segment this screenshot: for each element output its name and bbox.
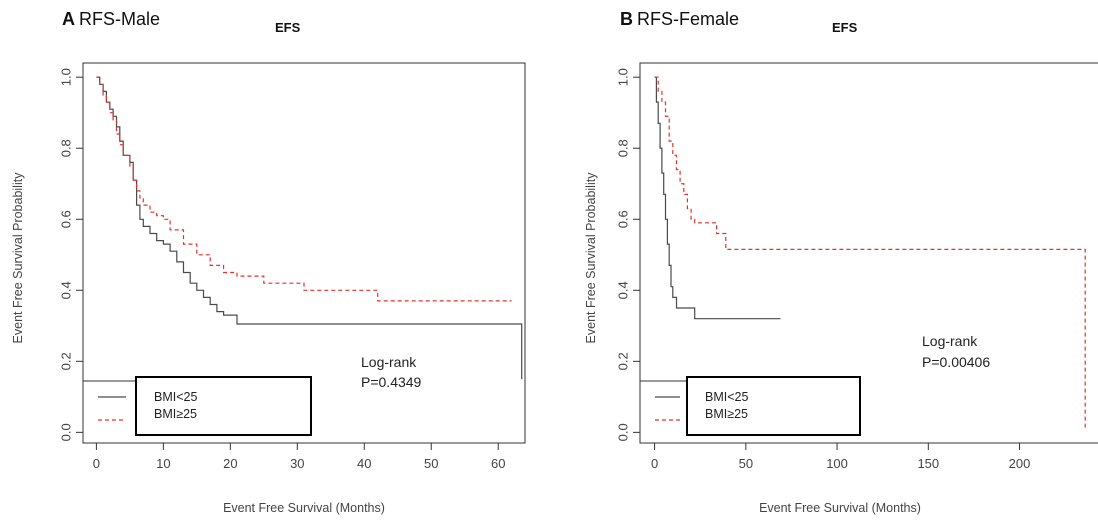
y-tick-label: 0.4	[59, 281, 74, 299]
plot-frame	[639, 62, 1098, 444]
x-tick-label: 0	[651, 456, 658, 471]
legend-box	[686, 376, 861, 436]
series-line-bmi-ge25	[654, 76, 1086, 429]
y-tick-label: 0.6	[616, 210, 631, 228]
x-tick-label: 20	[223, 456, 237, 471]
legend-box	[135, 376, 312, 436]
panel-a: A RFS-Male EFS 0 10 20 30 40 50 60 0.0 0.2 0.4 0.6 0.8…	[11, 9, 526, 515]
legend-label-bmi-lt25: BMI<25	[154, 390, 197, 404]
y-tick-label: 1.0	[616, 68, 631, 86]
panel-b: B RFS-Female EFS 0 50 100 150 200 0.0 0.2 0.4 0.6 0.…	[584, 9, 1098, 515]
panel-title-text: RFS-Male	[79, 9, 160, 29]
x-tick-label: 30	[290, 456, 304, 471]
legend-label-bmi-ge25: BMI≥25	[705, 407, 748, 421]
x-tick-label: 150	[917, 456, 939, 471]
y-tick-label: 0.8	[59, 139, 74, 157]
legend-label-bmi-ge25: BMI≥25	[154, 407, 197, 421]
logrank-pvalue: P=0.00406	[922, 354, 990, 370]
legend: BMI<25 BMI≥25	[83, 376, 312, 436]
x-tick-label: 0	[93, 456, 100, 471]
x-tick-label: 50	[424, 456, 438, 471]
plot-frame	[82, 62, 526, 444]
y-tick-label: 0.4	[616, 281, 631, 299]
y-tick-label: 0.2	[59, 352, 74, 370]
panel-title: A RFS-Male	[62, 9, 160, 29]
panel-subtitle: EFS	[832, 20, 858, 35]
x-tick-label: 60	[491, 456, 505, 471]
series-line-bmi-ge25	[96, 76, 512, 302]
logrank-label: Log-rank	[922, 333, 978, 349]
panel-subtitle: EFS	[275, 20, 301, 35]
series-line-bmi-lt25	[654, 76, 781, 320]
logrank-label: Log-rank	[361, 354, 417, 370]
legend-label-bmi-lt25: BMI<25	[705, 390, 748, 404]
panel-letter: B	[620, 9, 633, 29]
y-tick-label: 1.0	[59, 68, 74, 86]
x-tick-label: 10	[156, 456, 170, 471]
series-line-bmi-lt25	[96, 76, 523, 380]
y-tick-label: 0.6	[59, 210, 74, 228]
x-tick-label: 50	[739, 456, 753, 471]
y-tick-label: 0.0	[616, 423, 631, 441]
x-axis-label: Event Free Survival (Months)	[223, 501, 385, 515]
legend: BMI<25 BMI≥25	[640, 376, 861, 436]
y-tick-label: 0.2	[616, 352, 631, 370]
y-tick-label: 0.0	[59, 423, 74, 441]
y-tick-label: 0.8	[616, 139, 631, 157]
y-axis-label: Event Free Survival Probability	[11, 172, 25, 344]
panel-title-text: RFS-Female	[637, 9, 739, 29]
panel-letter: A	[62, 9, 75, 29]
x-axis-label: Event Free Survival (Months)	[759, 501, 921, 515]
logrank-pvalue: P=0.4349	[361, 374, 422, 390]
y-axis-label: Event Free Survival Probability	[584, 172, 598, 344]
panel-title: B RFS-Female	[620, 9, 739, 29]
x-tick-label: 200	[1009, 456, 1031, 471]
x-tick-label: 40	[357, 456, 371, 471]
x-tick-label: 100	[826, 456, 848, 471]
